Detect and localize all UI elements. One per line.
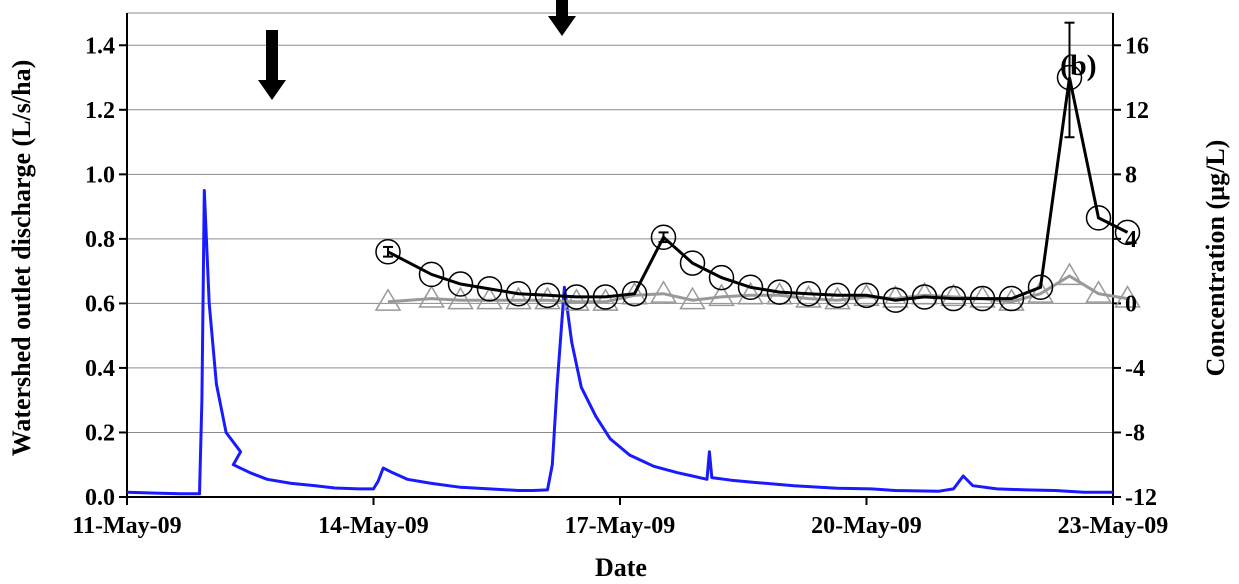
arrow-down-head: [258, 80, 286, 100]
circle-marker: [998, 285, 1025, 312]
circle-marker: [940, 285, 967, 312]
circle-marker: [708, 264, 735, 291]
triangle-marker: [534, 286, 561, 310]
triangle-marker: [708, 283, 735, 307]
arrow-down-icon: [556, 0, 568, 16]
circle-marker: [447, 271, 474, 297]
circle-marker: [650, 224, 677, 251]
x-tick-label: 23-May-09: [1058, 513, 1169, 539]
circle-series-line: [387, 77, 1129, 302]
circle-marker: [766, 279, 793, 305]
circle-marker: [621, 280, 648, 307]
axes: [119, 13, 1121, 505]
y-left-tick-label: 0.6: [85, 291, 115, 317]
discharge-series: [126, 189, 1113, 496]
triangle-marker: [1114, 285, 1141, 308]
triangle-marker: [940, 283, 967, 307]
circle-marker: [737, 274, 764, 301]
circle-marker: [1114, 219, 1141, 246]
y-left-tick-label: 0.2: [85, 420, 115, 446]
y-axis-left-title: Watershed outlet discharge (L/s/ha): [7, 60, 36, 457]
triangle-marker: [1056, 262, 1083, 286]
y-left-tick-label: 1.0: [85, 162, 115, 188]
triangle-marker: [679, 286, 706, 310]
y-right-tick-label: -12: [1125, 485, 1157, 511]
y-left-tick-label: 0.4: [85, 356, 115, 382]
x-tick-label: 11-May-09: [72, 513, 181, 539]
triangle-marker: [1085, 280, 1112, 303]
y-right-tick-label: 0: [1125, 291, 1137, 317]
circle-marker: [824, 282, 851, 309]
circle-marker: [969, 285, 996, 312]
y-axis-right-title: Concentration (µg/L): [1201, 140, 1230, 377]
y-left-tick-label: 1.2: [85, 98, 115, 124]
triangle-marker: [824, 286, 851, 310]
circle-marker: [679, 250, 706, 276]
circle-marker: [418, 261, 445, 288]
circle-marker: [534, 282, 561, 309]
circle-marker: [1027, 274, 1054, 301]
x-tick-label: 17-May-09: [565, 513, 676, 539]
y-right-tick-label: 8: [1125, 162, 1137, 188]
triangle-series-line: [387, 274, 1128, 304]
y-right-tick-label: -4: [1125, 356, 1145, 382]
circle-marker: [882, 287, 909, 313]
triangle-marker: [650, 280, 677, 303]
triangle-marker: [969, 285, 996, 308]
circle-marker: [853, 282, 880, 309]
arrows: [258, 0, 576, 100]
y-left-tick-label: 1.4: [85, 33, 115, 59]
circle-marker: [795, 280, 822, 307]
arrow-down-head: [548, 16, 576, 36]
triangle-marker: [418, 285, 445, 308]
circle-marker: [476, 276, 503, 302]
circle-marker: [375, 239, 401, 265]
x-tick-label: 14-May-09: [318, 513, 429, 539]
triangle-marker: [592, 288, 619, 311]
triangle-marker: [476, 286, 503, 310]
x-axis-title: Date: [595, 553, 647, 582]
triangle-marker: [1027, 280, 1054, 303]
y-right-tick-label: 4: [1125, 227, 1137, 253]
triangle-series: [374, 262, 1141, 311]
circle-marker: [592, 284, 619, 310]
y-left-tick-label: 0.0: [85, 485, 115, 511]
circle-marker: [505, 280, 532, 307]
x-tick-label: 20-May-09: [811, 513, 922, 539]
tick-labels: 0.0 0.2 0.4 0.6 0.8 1.0 1.2 1.4 -12 -8 -4 0 4 8 12 16 11…: [72, 33, 1168, 539]
y-right-tick-label: -8: [1125, 420, 1145, 446]
circle-marker: [1085, 205, 1112, 231]
triangle-marker: [882, 285, 909, 308]
triangle-marker: [447, 286, 474, 310]
circle-marker: [563, 284, 590, 310]
circle-series: [375, 21, 1141, 313]
circle-marker: [1056, 64, 1083, 91]
triangle-marker: [737, 281, 764, 305]
grid-lines: [127, 12, 1113, 498]
triangle-marker: [911, 281, 938, 305]
triangle-marker: [563, 288, 590, 311]
y-right-tick-label: 12: [1125, 98, 1149, 124]
panel-label: (b): [1060, 49, 1097, 82]
triangle-marker: [795, 285, 822, 308]
y-left-tick-label: 0.8: [85, 227, 115, 253]
circle-marker: [911, 284, 938, 310]
triangle-marker: [505, 286, 532, 310]
discharge-line: [126, 189, 1113, 496]
y-right-tick-label: 16: [1125, 33, 1149, 59]
triangle-marker: [374, 288, 402, 311]
arrow-down-icon: [266, 30, 278, 80]
